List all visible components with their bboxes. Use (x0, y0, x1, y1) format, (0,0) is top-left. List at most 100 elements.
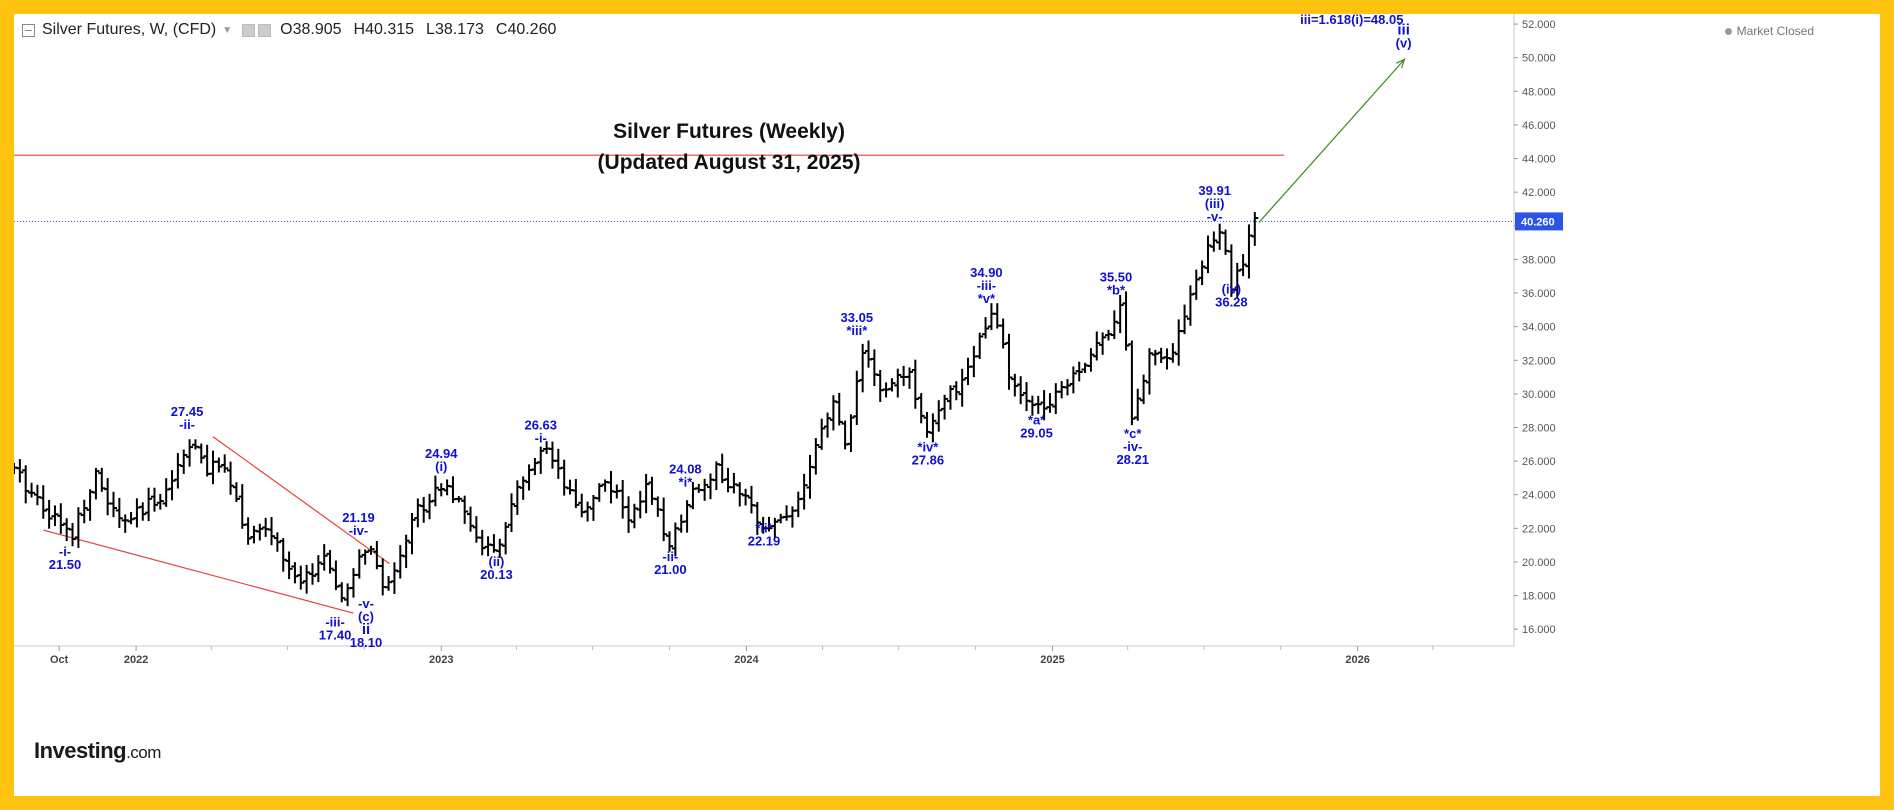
ohlc-bar (999, 318, 1007, 349)
wave-label: 29.05 (1020, 426, 1053, 441)
ohlc-bar (355, 549, 363, 579)
ohlc-bar (273, 532, 281, 552)
wave-label: 20.13 (480, 567, 513, 582)
low-label: L (426, 21, 435, 38)
wave-label: (i) (435, 459, 447, 474)
market-status: Market Closed (1724, 24, 1814, 38)
ohlc-bar (1245, 224, 1253, 279)
ohlc-bar (426, 493, 434, 520)
high-label: H (353, 21, 366, 38)
ohlc-bar (806, 454, 814, 499)
status-dot-icon (1724, 27, 1732, 35)
wave-label: (c) (358, 609, 374, 624)
low-value: 38.173 (434, 21, 484, 38)
wave-label: *i* (679, 474, 694, 489)
symbol-title[interactable]: Silver Futures, W, (CFD) (42, 21, 217, 38)
ohlc-bar (1233, 262, 1241, 298)
wave-label: 26.63 (524, 418, 557, 433)
ohlc-bar (338, 582, 346, 603)
ohlc-bar (1023, 382, 1031, 412)
wave-label: -ii- (662, 549, 678, 564)
ohlc-bar (1087, 348, 1095, 372)
wave-label: (iv) (1222, 282, 1242, 297)
ohlc-bar (982, 317, 990, 339)
price-tick-label: 20.000 (1522, 557, 1556, 569)
investing-logo: Investing.com (34, 738, 161, 764)
ohlc-bar (1052, 383, 1060, 415)
price-chart[interactable]: 16.000 18.000 20.000 22.000 24.000 26.000 28.0… (14, 14, 1880, 796)
eye-icon[interactable] (258, 23, 272, 37)
ohlc-bar (560, 459, 568, 496)
wave-label: iii=1.618(i)=48.05 (1300, 14, 1403, 27)
ohlc-bar (1099, 332, 1107, 355)
ohlc-bar (671, 522, 679, 557)
ohlc-bar (595, 483, 603, 502)
price-tick-label: 48.000 (1522, 86, 1556, 98)
ohlc-bar (1181, 304, 1189, 335)
chart-frame: 16.000 18.000 20.000 22.000 24.000 26.000 28.0… (14, 14, 1880, 796)
ohlc-bar (1186, 285, 1194, 326)
ohlc-bar (461, 495, 469, 524)
ohlc-bar (162, 478, 170, 507)
ohlc-bar (496, 538, 504, 558)
wave-label: 27.45 (171, 404, 204, 419)
ohlc-bar (168, 470, 176, 501)
collapse-icon[interactable] (22, 23, 35, 37)
ohlc-bar (905, 367, 913, 389)
wave-label: 35.50 (1100, 270, 1133, 285)
ohlc-bar (1198, 260, 1206, 286)
ohlc-bar (929, 413, 937, 443)
ohlc-bar (238, 484, 246, 529)
wave-label: *iv* (917, 440, 939, 455)
ohlc-bar (946, 385, 954, 410)
ohlc-bar (870, 349, 878, 386)
ohlc-bar (215, 457, 223, 473)
settings-icon[interactable] (242, 23, 256, 37)
chart-subtitle: (Updated August 31, 2025) (598, 151, 861, 174)
time-tick-label: 2023 (429, 654, 453, 666)
ohlc-bar (109, 491, 117, 518)
ohlc-bar (625, 496, 633, 533)
ohlc-bar (794, 491, 802, 518)
ohlc-bar (39, 485, 47, 519)
price-tick-label: 52.000 (1522, 19, 1556, 31)
ohlc-bar (314, 555, 322, 583)
wave-label: (ii) (488, 554, 504, 569)
price-tick-label: 42.000 (1522, 187, 1556, 199)
ohlc-bar (262, 517, 270, 537)
ohlc-bar (45, 500, 53, 529)
ohlc-bar (349, 568, 357, 598)
projection-arrow (1258, 58, 1405, 223)
ohlc-bar (1192, 269, 1200, 300)
ohlc-bar (1128, 340, 1136, 426)
ohlc-bar (285, 551, 293, 580)
ohlc-bar (133, 498, 141, 528)
ohlc-bar (145, 487, 153, 522)
ohlc-bar (250, 525, 258, 544)
ohlc-bar (601, 479, 609, 492)
time-tick-label: Oct (50, 654, 69, 666)
ohlc-bar (1017, 376, 1025, 405)
ohlc-bar (964, 357, 972, 386)
wave-label: ii (362, 621, 370, 638)
open-label: O (280, 21, 293, 38)
wave-label: 24.94 (425, 446, 458, 461)
logo-text: Investing (34, 738, 127, 763)
ohlc-bar (1122, 291, 1130, 351)
ohlc-bar (303, 564, 311, 594)
ohlc-bar (74, 507, 82, 548)
wave-label: iii (1397, 22, 1410, 39)
ohlc-bar (104, 478, 112, 516)
ohlc-bar (584, 501, 592, 522)
upper-trendline (212, 436, 390, 565)
chevron-down-icon[interactable]: ▼ (222, 24, 233, 36)
price-tick-label: 22.000 (1522, 523, 1556, 535)
wave-label: *ii* (755, 520, 773, 535)
ohlc-bar (1140, 374, 1148, 405)
chart-header: Silver Futures, W, (CFD) ▼ O 38.905 H 40.3… (22, 21, 562, 39)
ohlc-bar (835, 392, 843, 426)
logo-suffix: .com (126, 743, 161, 762)
ohlc-bar (958, 368, 966, 407)
ohlc-bar (706, 473, 714, 500)
wave-label: 34.90 (970, 265, 1003, 280)
